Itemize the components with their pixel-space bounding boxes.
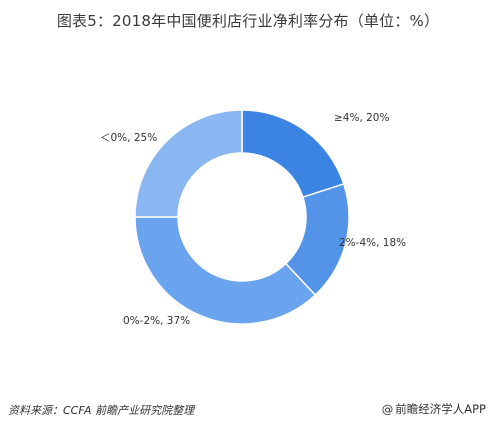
- slice-label: ＜0%, 25%: [100, 132, 157, 144]
- slice-label: 0%-2%, 37%: [123, 315, 190, 327]
- donut-slices: [134, 109, 350, 325]
- donut-slice: [241, 109, 345, 199]
- chart-title: 图表5：2018年中国便利店行业净利率分布（单位：%）: [56, 12, 440, 30]
- slice-label: ≥4%, 20%: [334, 112, 389, 124]
- donut-slice: [134, 216, 317, 325]
- brand-name: 前瞻经济学人APP: [395, 402, 486, 416]
- slice-label: 2%-4%, 18%: [339, 237, 406, 249]
- slice-labels: ≥4%, 20% 2%-4%, 18% 0%-2%, 37% ＜0%, 25%: [100, 112, 406, 327]
- brand-credit: @ 前瞻经济学人APP: [382, 401, 486, 417]
- donut-slice: [134, 109, 243, 218]
- brand-symbol: @: [381, 402, 394, 416]
- source-note: 资料来源：CCFA 前瞻产业研究院整理: [8, 404, 195, 417]
